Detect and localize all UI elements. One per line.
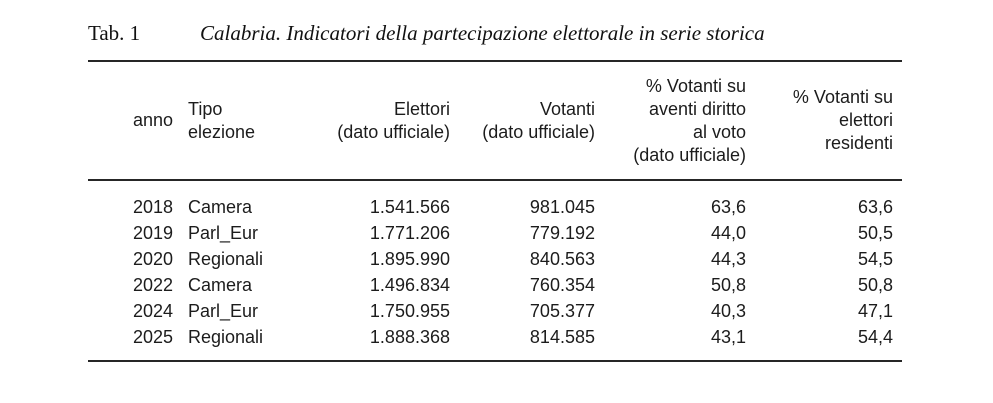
cell-votanti: 981.045	[529, 197, 595, 217]
cell-votanti: 779.192	[529, 223, 595, 243]
cell-anno: 2019	[132, 223, 173, 243]
header-line: (dato ufficiale)	[482, 121, 595, 142]
header-line: anno	[132, 110, 173, 130]
cell-pct-residenti: 54,5	[857, 249, 893, 269]
header-line: elettori	[838, 110, 893, 130]
header-line: Tipo	[188, 98, 223, 119]
caption-title: Calabria. Indicatori della partecipazion…	[200, 21, 765, 45]
cell-tipo-elezione: Parl_Eur	[188, 223, 259, 243]
header-cell-votanti: Votanti (dato ufficiale)	[450, 61, 595, 181]
header-line: (dato ufficiale)	[337, 121, 450, 142]
header-cell-pct-residenti: % Votanti su elettori residenti	[746, 61, 902, 181]
cell-tipo-elezione: Camera	[188, 197, 253, 217]
cell-pct-residenti: 47,1	[857, 301, 893, 321]
electoral-participation-table: anno Tipo elezione Elettori (dato uffici…	[88, 60, 902, 362]
cell-pct-aventi-diritto: 50,8	[710, 275, 746, 295]
cell-anno: 2025	[132, 327, 173, 347]
cell-pct-aventi-diritto: 44,0	[710, 223, 746, 243]
table-caption: Tab. 1 Calabria. Indicatori della partec…	[88, 21, 902, 46]
table-row: 2024 Parl_Eur 1.750.955 705.377 40,3 47,…	[88, 298, 902, 324]
cell-pct-aventi-diritto: 63,6	[710, 197, 746, 217]
header-cell-anno: anno	[88, 61, 173, 181]
cell-elettori: 1.888.368	[369, 327, 450, 347]
header-line: % Votanti su	[792, 87, 893, 107]
header-line: % Votanti su	[645, 75, 746, 96]
header-line: residenti	[824, 133, 893, 153]
cell-votanti: 760.354	[529, 275, 595, 295]
cell-anno: 2024	[132, 301, 173, 321]
cell-pct-residenti: 54,4	[857, 327, 893, 347]
table-row: 2020 Regionali 1.895.990 840.563 44,3 54…	[88, 246, 902, 272]
cell-pct-aventi-diritto: 43,1	[710, 327, 746, 347]
header-line: al voto	[692, 121, 746, 142]
header-line: Votanti	[539, 98, 595, 119]
cell-tipo-elezione: Camera	[188, 275, 253, 295]
table-row: 2025 Regionali 1.888.368 814.585 43,1 54…	[88, 324, 902, 361]
cell-pct-residenti: 50,8	[857, 275, 893, 295]
cell-elettori: 1.895.990	[369, 249, 450, 269]
header-line: (dato ufficiale)	[633, 144, 746, 165]
header-cell-elettori: Elettori (dato ufficiale)	[270, 61, 450, 181]
header-line: Elettori	[393, 98, 450, 119]
cell-pct-aventi-diritto: 44,3	[710, 249, 746, 269]
caption-label: Tab. 1	[88, 21, 141, 45]
header-cell-tipo-elezione: Tipo elezione	[173, 61, 270, 181]
cell-elettori: 1.541.566	[369, 197, 450, 217]
cell-votanti: 705.377	[529, 301, 595, 321]
header-line: aventi diritto	[648, 98, 746, 119]
cell-pct-aventi-diritto: 40,3	[710, 301, 746, 321]
header-cell-pct-aventi-diritto: % Votanti su aventi diritto al voto (dat…	[595, 61, 746, 181]
table-row: 2022 Camera 1.496.834 760.354 50,8 50,8	[88, 272, 902, 298]
cell-elettori: 1.771.206	[369, 223, 450, 243]
table-body: 2018 Camera 1.541.566 981.045 63,6 63,6 …	[88, 180, 902, 361]
table-sheet: Tab. 1 Calabria. Indicatori della partec…	[88, 0, 902, 362]
cell-anno: 2022	[132, 275, 173, 295]
cell-pct-residenti: 63,6	[857, 197, 893, 217]
cell-elettori: 1.496.834	[369, 275, 450, 295]
cell-votanti: 814.585	[529, 327, 595, 347]
cell-anno: 2018	[132, 197, 173, 217]
cell-votanti: 840.563	[529, 249, 595, 269]
table-header: anno Tipo elezione Elettori (dato uffici…	[88, 61, 902, 181]
cell-tipo-elezione: Regionali	[188, 249, 264, 269]
cell-anno: 2020	[132, 249, 173, 269]
cell-elettori: 1.750.955	[369, 301, 450, 321]
table-row: 2019 Parl_Eur 1.771.206 779.192 44,0 50,…	[88, 220, 902, 246]
table-row: 2018 Camera 1.541.566 981.045 63,6 63,6	[88, 180, 902, 220]
header-row: anno Tipo elezione Elettori (dato uffici…	[88, 61, 902, 181]
header-line: elezione	[188, 121, 256, 142]
cell-pct-residenti: 50,5	[857, 223, 893, 243]
cell-tipo-elezione: Parl_Eur	[188, 301, 259, 321]
cell-tipo-elezione: Regionali	[188, 327, 264, 347]
